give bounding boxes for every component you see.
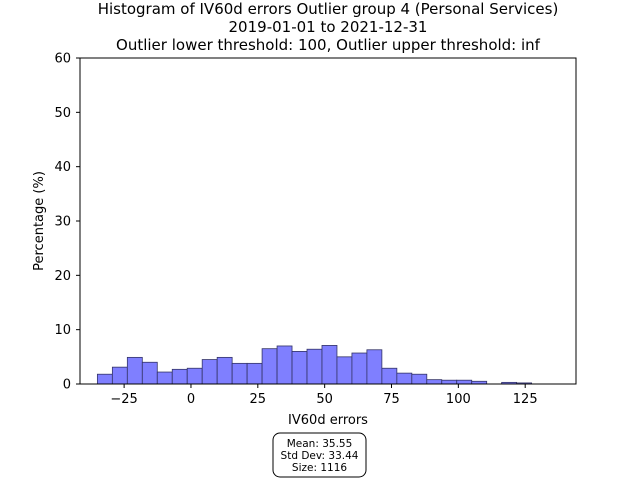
histogram-bar xyxy=(426,379,443,385)
histogram-bar xyxy=(156,371,173,385)
stats-box: Mean: 35.55 Std Dev: 33.44 Size: 1116 xyxy=(272,432,367,478)
histogram-bar xyxy=(126,356,143,385)
histogram-bar xyxy=(336,356,353,385)
stats-box-frame xyxy=(272,432,367,478)
histogram-bar xyxy=(396,372,413,385)
y-tick-label: 10 xyxy=(54,323,71,338)
histogram-bar xyxy=(141,361,158,385)
plot-area-frame xyxy=(79,57,577,385)
stats-mean: Mean: 35.55 xyxy=(287,438,353,450)
histogram-bar xyxy=(291,350,308,385)
histogram-bar xyxy=(441,379,458,385)
x-tick-label: 25 xyxy=(250,392,267,407)
histogram-bar xyxy=(351,352,368,385)
histogram-bar xyxy=(306,348,323,385)
histogram-bar xyxy=(231,362,248,385)
chart-title-line-1: Histogram of IV60d errors Outlier group … xyxy=(98,0,559,18)
stats-std-dev: Std Dev: 33.44 xyxy=(281,450,359,462)
x-tick-label: 0 xyxy=(187,392,195,407)
histogram-bars xyxy=(96,345,533,385)
y-tick-label: 30 xyxy=(54,215,71,230)
histogram-bar xyxy=(96,373,113,385)
stats-size: Size: 1116 xyxy=(292,462,347,474)
y-axis-ticks: 0 10 20 30 40 50 60 xyxy=(54,52,80,393)
x-axis-label: IV60d errors xyxy=(288,413,368,428)
histogram-bar xyxy=(261,348,278,385)
y-tick-label: 0 xyxy=(63,378,71,393)
histogram-bar xyxy=(456,379,473,385)
chart-title-line-2: 2019-01-01 to 2021-12-31 xyxy=(229,18,428,36)
histogram-bar xyxy=(366,349,383,385)
x-tick-label: −25 xyxy=(110,392,137,407)
histogram-bar xyxy=(171,368,188,385)
x-tick-label: 100 xyxy=(446,392,471,407)
chart-title-line-3: Outlier lower threshold: 100, Outlier up… xyxy=(116,36,541,54)
histogram-bar xyxy=(381,367,398,385)
histogram-bar xyxy=(411,373,428,385)
y-tick-label: 50 xyxy=(54,106,71,121)
y-tick-label: 20 xyxy=(54,269,71,284)
histogram-bar xyxy=(201,359,218,385)
x-tick-label: 50 xyxy=(316,392,333,407)
x-axis-ticks: −25 0 25 50 75 100 125 xyxy=(110,384,538,407)
y-axis-label: Percentage (%) xyxy=(32,171,47,271)
x-tick-label: 75 xyxy=(383,392,400,407)
y-tick-label: 60 xyxy=(54,52,71,67)
y-tick-label: 40 xyxy=(54,160,71,175)
histogram-bar xyxy=(216,356,233,385)
histogram-bar xyxy=(111,366,128,385)
histogram-bar xyxy=(321,345,338,385)
histogram-bar xyxy=(186,367,203,385)
x-tick-label: 125 xyxy=(513,392,538,407)
histogram-bar xyxy=(276,345,293,385)
histogram-bar xyxy=(246,362,263,385)
